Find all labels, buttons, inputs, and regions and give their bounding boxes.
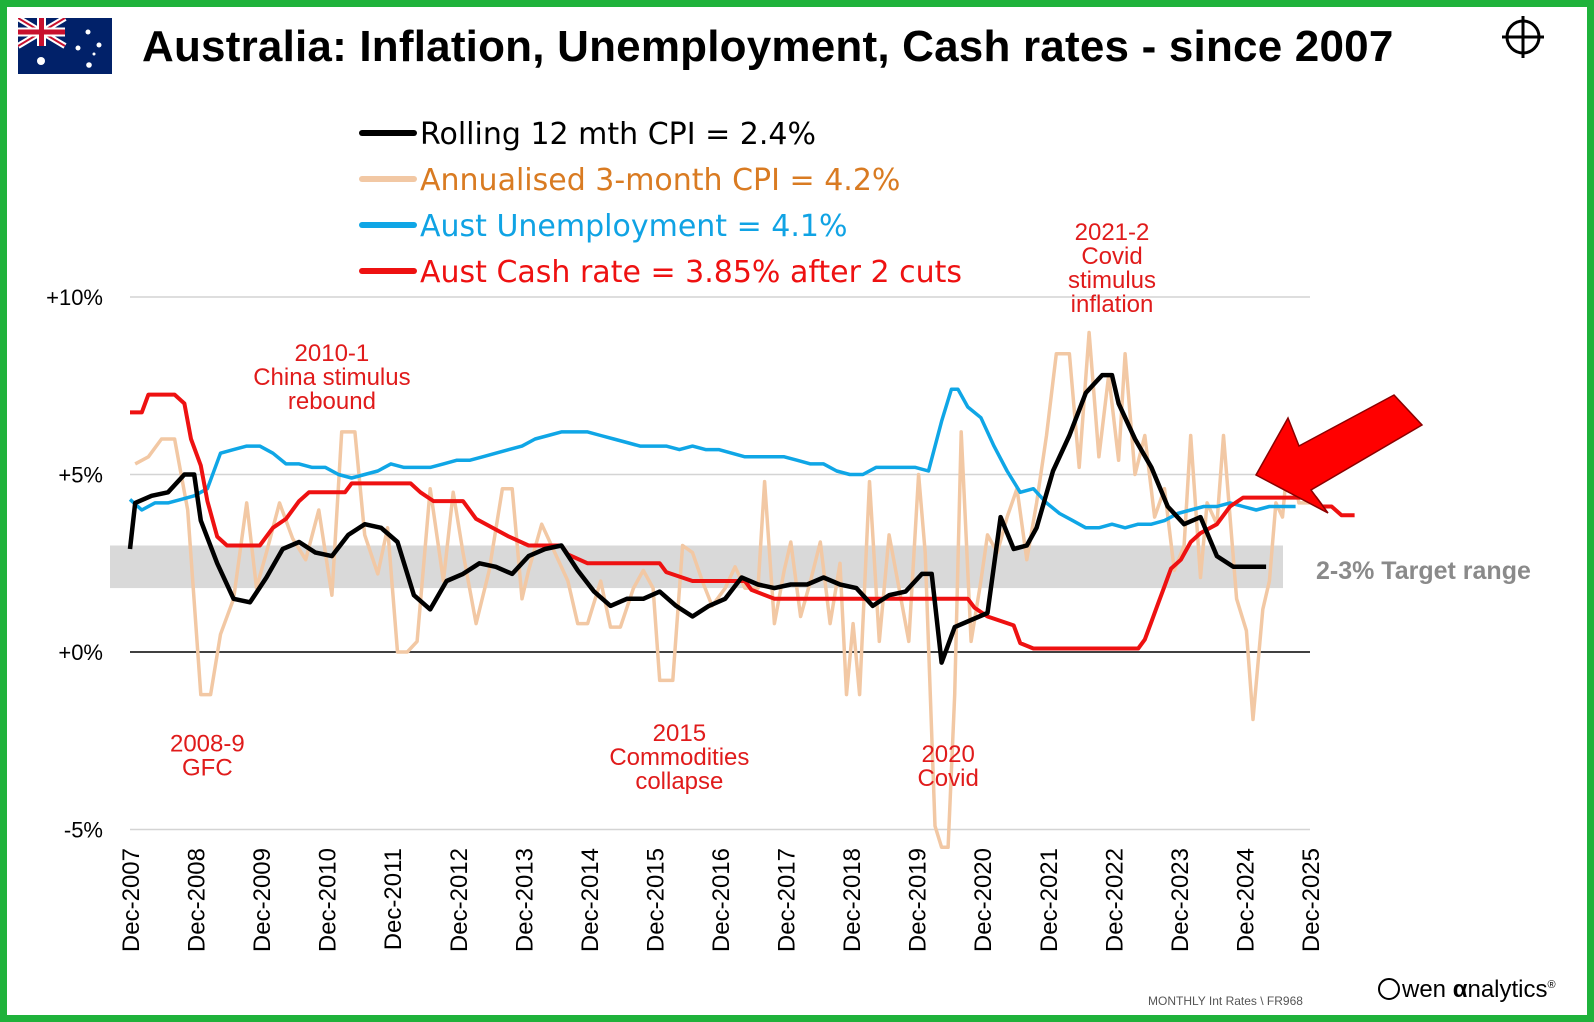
series-line-cpi3m <box>134 330 1310 850</box>
x-tick-label: Dec-2012 <box>446 848 473 952</box>
x-tick-label: Dec-2007 <box>118 848 145 952</box>
x-tick-labels: Dec-2007 Dec-2008 Dec-2009 Dec-2010 Dec-2011… <box>118 848 1325 952</box>
annotation-line: GFC <box>182 754 233 781</box>
annotation-line: Commodities <box>609 744 749 771</box>
brand-alpha: α <box>1452 976 1468 1003</box>
annotation-line: China stimulus <box>253 364 410 391</box>
x-tick-label: Dec-2020 <box>970 848 997 952</box>
target-band-label: 2-3% Target range <box>1316 557 1531 585</box>
x-tick-label: Dec-2016 <box>708 848 735 952</box>
series-line-cpi12 <box>127 372 1267 665</box>
annotation-line: 2020 <box>921 741 974 768</box>
x-tick-label: Dec-2019 <box>905 848 932 952</box>
x-tick-label: Dec-2010 <box>315 848 342 952</box>
brand-logo: wen αnalytics® <box>1378 975 1556 1004</box>
x-tick-label: Dec-2013 <box>511 848 538 952</box>
brand-registered: ® <box>1547 979 1556 991</box>
australia-flag-icon <box>18 18 112 74</box>
footer-path: MONTHLY Int Rates \ FR968 <box>1148 994 1303 1008</box>
legend-label-unemployment: Aust Unemployment = 4.1% <box>420 209 848 244</box>
annotation-line: 2010-1 <box>295 340 370 367</box>
annotation-line: collapse <box>635 768 723 795</box>
x-tick-label: Dec-2023 <box>1167 848 1194 952</box>
legend-label-cpi12: Rolling 12 mth CPI = 2.4% <box>420 117 816 152</box>
y-tick-label: +10% <box>46 285 103 310</box>
series-line-cash <box>130 392 1355 651</box>
series-layer <box>127 330 1355 850</box>
brand-prefix: wen <box>1402 976 1447 1003</box>
crosshair-icon <box>1502 16 1544 58</box>
annotation-line: stimulus <box>1068 267 1156 294</box>
x-tick-label: Dec-2022 <box>1101 848 1128 952</box>
annotation-line: Covid <box>917 765 978 792</box>
annotation-line: rebound <box>288 388 376 415</box>
annotation-line: inflation <box>1071 291 1154 318</box>
x-tick-label: Dec-2024 <box>1232 848 1259 952</box>
annotation-line: 2008-9 <box>170 730 245 757</box>
brand-o-icon <box>1378 978 1400 1000</box>
x-tick-label: Dec-2011 <box>380 848 407 950</box>
x-tick-label: Dec-2014 <box>577 848 604 952</box>
legend-label-cash: Aust Cash rate = 3.85% after 2 cuts <box>420 255 962 290</box>
legend: Rolling 12 mth CPI = 2.4% Annualised 3-mo… <box>359 117 962 290</box>
y-tick-label: -5% <box>64 818 103 843</box>
x-tick-label: Dec-2009 <box>249 848 276 952</box>
y-tick-labels: +10% +5% +0% -5% <box>46 285 103 843</box>
page-title: Australia: Inflation, Unemployment, Cash… <box>142 22 1394 71</box>
annotation-line: 2021-2 <box>1075 219 1150 246</box>
series-line-unemployment <box>128 387 1296 530</box>
x-tick-label: Dec-2021 <box>1036 848 1063 952</box>
brand-suffix: nalytics <box>1467 976 1548 1003</box>
grid-layer <box>130 296 1310 831</box>
x-tick-label: Dec-2017 <box>774 848 801 952</box>
y-tick-label: +0% <box>58 640 103 665</box>
x-tick-label: Dec-2018 <box>839 848 866 952</box>
x-tick-label: Dec-2008 <box>184 848 211 952</box>
y-tick-label: +5% <box>58 463 103 488</box>
x-tick-label: Dec-2015 <box>642 848 669 952</box>
red-arrow-icon <box>1254 394 1424 514</box>
annotation-line: Covid <box>1081 243 1142 270</box>
annotation-line: 2015 <box>653 720 706 747</box>
x-tick-label: Dec-2025 <box>1298 848 1325 952</box>
legend-label-cpi3m: Annualised 3-month CPI = 4.2% <box>420 163 900 198</box>
